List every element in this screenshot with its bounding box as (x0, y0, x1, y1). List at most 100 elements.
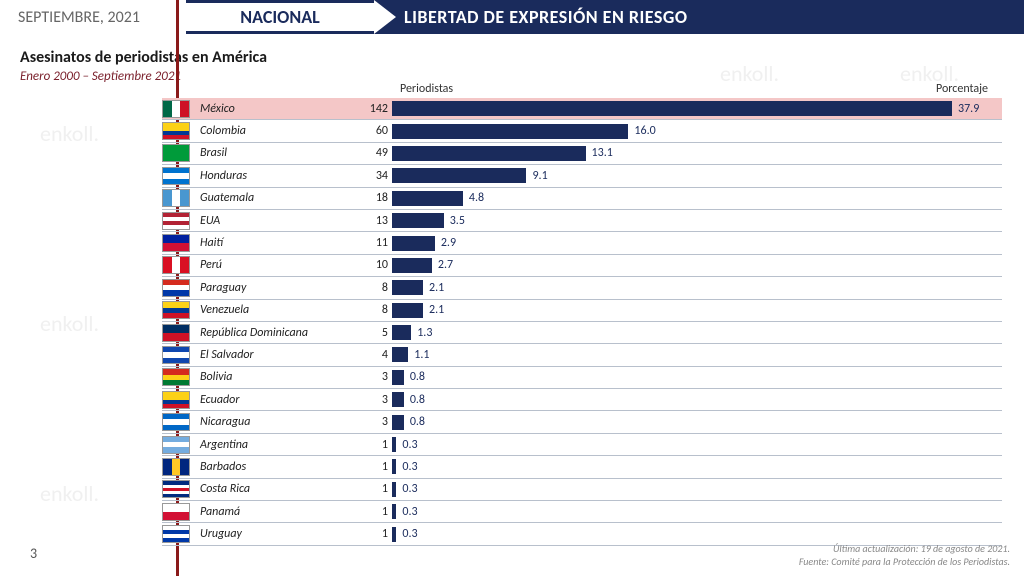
count-value: 8 (364, 303, 392, 317)
country-label: Haití (196, 236, 364, 250)
country-label: Ecuador (196, 393, 364, 407)
bar-container: 3.5 (392, 210, 1002, 231)
count-value: 1 (364, 505, 392, 519)
flag-icon (162, 212, 190, 230)
country-label: Uruguay (196, 527, 364, 541)
bar (392, 415, 404, 430)
table-row: Costa Rica1 0.3 (162, 479, 1002, 501)
table-row: EUA133.5 (162, 210, 1002, 232)
pct-label: 1.1 (414, 348, 429, 362)
count-value: 4 (364, 348, 392, 362)
bar-container: 0.3 (392, 456, 1002, 477)
bar-container: 0.8 (392, 411, 1002, 432)
chart-title: Asesinatos de periodistas en América (20, 48, 1024, 67)
table-row: República Dominicana51.3 (162, 322, 1002, 344)
chart-date-range: Enero 2000 – Septiembre 2021 (20, 69, 1024, 84)
table-row: Barbados10.3 (162, 456, 1002, 478)
country-label: Argentina (196, 438, 364, 452)
count-value: 49 (364, 146, 392, 160)
country-label: Venezuela (196, 303, 364, 317)
count-value: 60 (364, 124, 392, 138)
country-label: Guatemala (196, 191, 364, 205)
bar-container: 4.8 (392, 188, 1002, 209)
pct-label: 0.3 (402, 527, 417, 541)
flag-icon (162, 436, 190, 454)
count-value: 142 (364, 102, 392, 116)
bar (392, 303, 423, 318)
bar-container: 9.1 (392, 165, 1002, 186)
header-nacional: NACIONAL (186, 0, 374, 34)
flag-icon (162, 100, 190, 118)
pct-label: 2.7 (438, 258, 453, 272)
country-label: Costa Rica (196, 482, 364, 496)
country-label: Bolivia (196, 370, 364, 384)
country-label: México (196, 102, 364, 116)
pct-label: 0.3 (402, 482, 417, 496)
table-row: Ecuador30.8 (162, 389, 1002, 411)
header-bar: SEPTIEMBRE, 2021 NACIONAL LIBERTAD DE EX… (0, 0, 1024, 34)
table-row: Panamá10.3 (162, 501, 1002, 523)
pct-label: 0.3 (402, 438, 417, 452)
count-value: 3 (364, 370, 392, 384)
bar (392, 191, 463, 206)
flag-icon (162, 413, 190, 431)
bar-container: 0.8 (392, 389, 1002, 410)
pct-label: 3.5 (450, 214, 465, 228)
flag-icon (162, 368, 190, 386)
pct-label: 0.8 (410, 393, 425, 407)
bar (392, 124, 628, 139)
country-label: Colombia (196, 124, 364, 138)
pct-label: 0.3 (402, 460, 417, 474)
flag-icon (162, 256, 190, 274)
count-value: 1 (364, 482, 392, 496)
bar (392, 370, 404, 385)
flag-icon (162, 525, 190, 543)
count-value: 1 (364, 438, 392, 452)
flag-icon (162, 458, 190, 476)
count-value: 8 (364, 281, 392, 295)
flag-icon (162, 167, 190, 185)
bar (392, 437, 396, 452)
count-value: 5 (364, 326, 392, 340)
table-row: Bolivia3 0.8 (162, 367, 1002, 389)
flag-icon (162, 480, 190, 498)
bar-container: 2.9 (392, 232, 1002, 253)
pct-label: 4.8 (469, 191, 484, 205)
count-value: 18 (364, 191, 392, 205)
bar (392, 168, 526, 183)
count-value: 10 (364, 258, 392, 272)
table-row: Argentina1 0.3 (162, 434, 1002, 456)
table-row: Brasil4913.1 (162, 143, 1002, 165)
pct-label: 37.9 (958, 102, 979, 116)
country-label: EUA (196, 214, 364, 228)
header-date: SEPTIEMBRE, 2021 (0, 0, 186, 34)
footer-source: Última actualización: 19 de agosto de 20… (799, 542, 1010, 568)
bar (392, 347, 408, 362)
bar (392, 527, 396, 542)
table-row: México142 37.9 (162, 98, 1002, 120)
pct-label: 1.3 (417, 326, 432, 340)
page-number: 3 (30, 545, 37, 562)
bar-container: 0.3 (392, 479, 1002, 500)
pct-label: 0.3 (402, 505, 417, 519)
bar-container: 0.3 (392, 434, 1002, 455)
pct-label: 2.1 (429, 303, 444, 317)
table-row: Guatemala18 4.8 (162, 188, 1002, 210)
bar (392, 459, 396, 474)
country-label: Barbados (196, 460, 364, 474)
column-header-count: Periodistas (400, 82, 453, 96)
country-label: Brasil (196, 146, 364, 160)
bar-container: 2.1 (392, 300, 1002, 321)
table-row: El Salvador41.1 (162, 344, 1002, 366)
bar-container: 2.7 (392, 255, 1002, 276)
country-label: Paraguay (196, 281, 364, 295)
bar-container: 16.0 (392, 120, 1002, 141)
bar-container: 13.1 (392, 143, 1002, 164)
subtitle-block: Asesinatos de periodistas en América Ene… (0, 34, 1024, 84)
table-row: Haití112.9 (162, 232, 1002, 254)
pct-label: 0.8 (410, 415, 425, 429)
pct-label: 2.1 (429, 281, 444, 295)
pct-label: 0.8 (410, 370, 425, 384)
count-value: 3 (364, 415, 392, 429)
bar (392, 101, 952, 116)
